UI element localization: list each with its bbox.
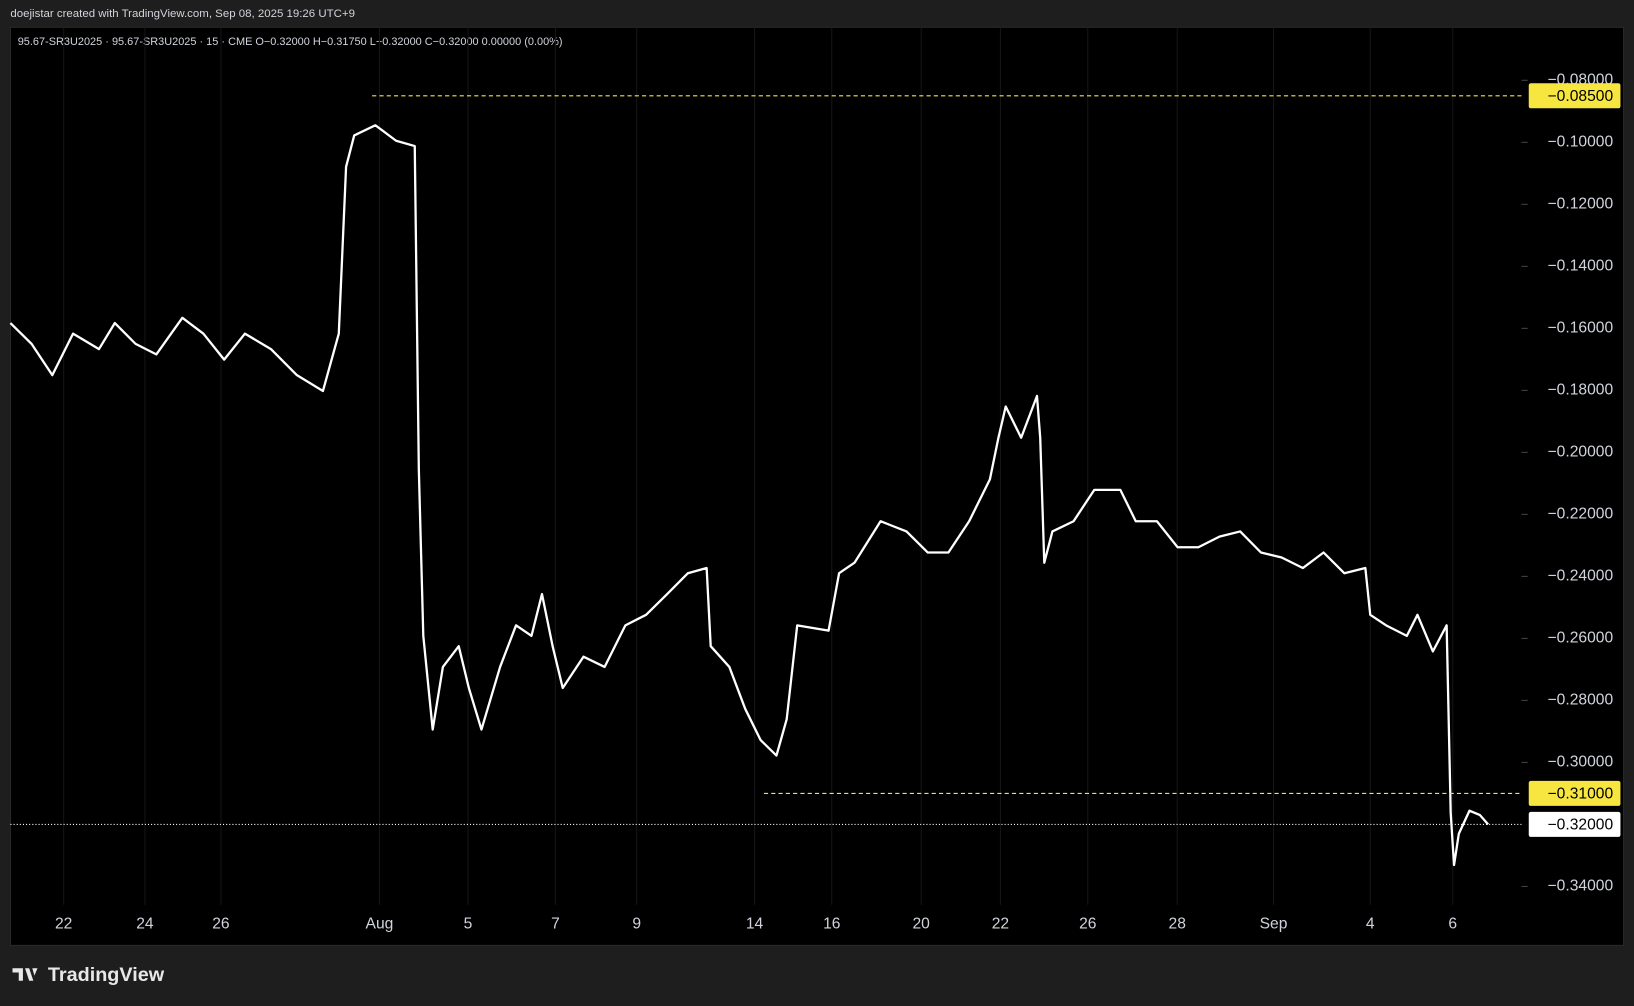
x-tick-label: 26: [1079, 916, 1096, 933]
price-label-box: [1528, 811, 1621, 837]
x-tick-label: 5: [464, 916, 473, 933]
price-label: −0.31000: [1548, 786, 1614, 803]
x-tick-label: 24: [136, 916, 154, 933]
brand: TradingView: [48, 964, 165, 986]
x-tick-label: Aug: [366, 916, 394, 933]
x-tick-label: 7: [551, 916, 560, 933]
y-tick-label: −0.10000: [1548, 133, 1614, 150]
y-tick-label: −0.12000: [1548, 195, 1614, 212]
y-tick-label: −0.18000: [1548, 381, 1614, 398]
symbol-legend: 95.67-SR3U2025 · 95.67-SR3U2025 · 15 · C…: [18, 36, 563, 48]
price-label-box: [1528, 780, 1621, 806]
y-tick-label: −0.22000: [1548, 505, 1614, 522]
y-tick-label: −0.34000: [1548, 878, 1614, 895]
y-tick-label: −0.16000: [1548, 319, 1614, 336]
x-tick-label: 14: [746, 916, 764, 933]
x-tick-label: 4: [1366, 916, 1375, 933]
y-tick-label: −0.28000: [1548, 692, 1614, 709]
x-tick-label: 6: [1448, 916, 1457, 933]
price-label: −0.32000: [1548, 817, 1614, 834]
x-tick-label: 22: [992, 916, 1009, 933]
x-tick-label: 16: [823, 916, 840, 933]
y-tick-label: −0.20000: [1548, 443, 1614, 460]
x-tick-label: 28: [1169, 916, 1187, 933]
y-tick-label: −0.14000: [1548, 257, 1614, 274]
x-tick-label: 22: [55, 916, 72, 933]
caption: doejistar created with TradingView.com, …: [10, 8, 355, 20]
y-tick-label: −0.24000: [1548, 568, 1614, 585]
x-tick-label: 20: [912, 916, 930, 933]
price-label-box: [1528, 83, 1621, 109]
x-tick-label: Sep: [1260, 916, 1288, 933]
plot-frame: [9, 26, 1625, 946]
x-tick-label: 26: [212, 916, 229, 933]
price-label: −0.08500: [1548, 88, 1614, 105]
brand-logo: TradingView: [12, 964, 165, 986]
y-tick-label: −0.26000: [1548, 630, 1614, 647]
x-tick-label: 9: [632, 916, 641, 933]
price-line: [9, 124, 1489, 867]
y-tick-label: −0.30000: [1548, 754, 1614, 771]
